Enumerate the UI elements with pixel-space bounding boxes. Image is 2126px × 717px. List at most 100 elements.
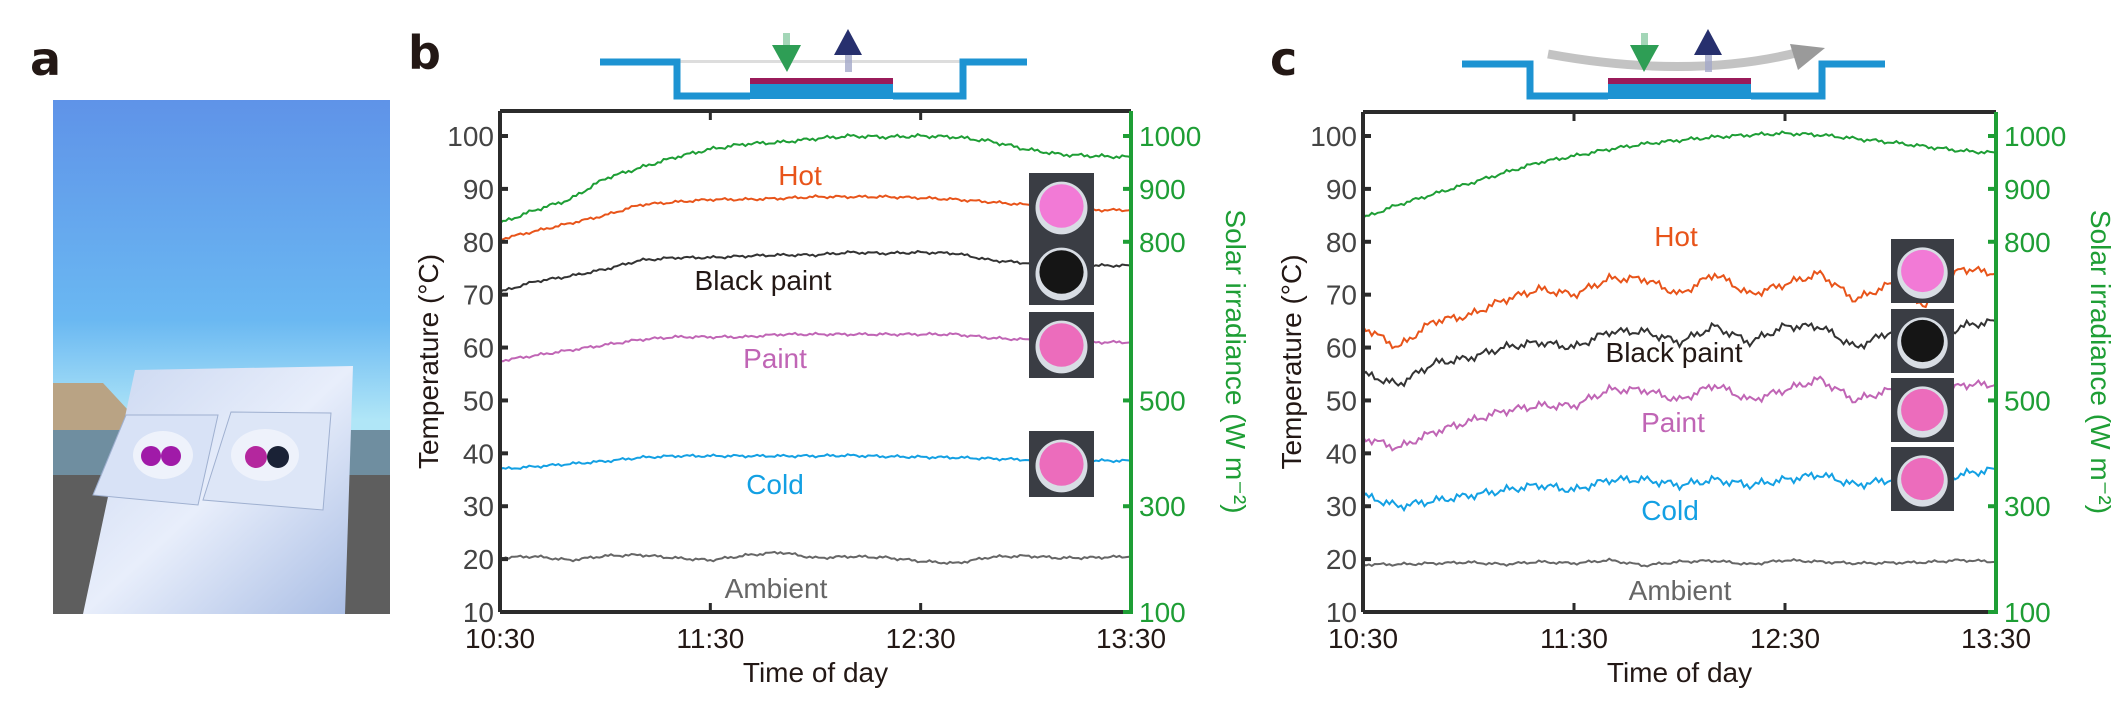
series-line-black-paint [499,249,1132,294]
series-label-cold: Cold [746,469,804,500]
sample-inset-photo [1029,239,1094,305]
black-sample-disc [1901,319,1944,363]
sample-coating [1608,78,1751,84]
y-tick-label: 80 [1326,227,1357,258]
x-tick-label: 11:30 [1540,623,1608,654]
y-tick-label: 50 [463,385,494,416]
y-tick-label: 20 [1326,544,1357,575]
y-tick-label: 10 [1326,597,1357,628]
x-tick-label: 12:30 [886,623,956,654]
y-right-tick-label: 500 [2004,385,2051,416]
y-tick-label: 60 [1326,333,1357,364]
y-right-tick-label: 1000 [1139,121,1201,152]
series-line-black-paint [1362,318,1997,388]
series-label-hot: Hot [1654,221,1698,252]
pink-sample-disc [1039,442,1084,486]
y-right-tick-label: 300 [1139,491,1186,522]
sample-disc [161,446,181,466]
panel-a-letter: a [30,32,62,86]
y-tick-label: 100 [447,121,494,152]
y-right-tick-label: 800 [1139,227,1186,258]
setup-diagram-c [1462,29,1885,100]
pink-sample-disc [1901,388,1944,432]
y-axis-title: Temperature (°C) [1276,254,1307,469]
y-tick-label: 100 [1310,121,1357,152]
sample-disc [141,446,161,466]
series-label-ambient: Ambient [725,573,828,604]
series-line-hot [499,194,1132,241]
series-line-paint [499,331,1132,363]
arrow-down-icon [1630,33,1659,72]
series-label-black-paint: Black paint [695,265,832,296]
x-tick-label: 11:30 [676,623,744,654]
y-tick-label: 40 [1326,438,1357,469]
y-axis-right-title: Solar irradiance (W m⁻²) [1220,209,1251,513]
y-axis-right-title: Solar irradiance (W m⁻²) [2085,210,2116,514]
black-sample-disc [1039,250,1084,294]
sample-inset-photo [1029,312,1094,378]
black-paint-disc [267,446,289,468]
chart-c: Hot Black paint Paint Cold Ambient 10 20 30 40 50… [1276,110,2116,688]
panel-b-letter: b [408,26,441,80]
sample-inset-photo [1891,378,1954,442]
x-axis-title: Time of day [1607,657,1752,688]
series-label-paint: Paint [743,343,807,374]
arrow-down-icon [772,33,801,72]
series-line-solar [1362,130,1997,219]
setup-diagram-b [600,29,1027,100]
sample-substrate [750,84,893,99]
sample-coating [750,78,893,84]
series-line-ambient [1362,557,1997,568]
sample-disc [245,446,267,468]
y-right-tick-label: 900 [1139,174,1186,205]
arrow-up-icon [1694,29,1722,72]
y-tick-label: 80 [463,227,494,258]
series-line-cold [1362,466,1997,513]
y-tick-label: 50 [1326,385,1357,416]
y-right-tick-label: 100 [1139,597,1186,628]
sample-inset-photo [1891,447,1954,511]
y-right-tick-label: 1000 [2004,121,2066,152]
y-right-tick-label: 500 [1139,385,1186,416]
y-right-tick-label: 300 [2004,491,2051,522]
sample-inset-photo [1029,431,1094,497]
x-axis-title: Time of day [743,657,888,688]
x-tick-label: 10:30 [1328,623,1398,654]
y-tick-label: 60 [463,333,494,364]
y-tick-label: 10 [463,597,494,628]
y-tick-label: 90 [1326,174,1357,205]
arrow-up-icon [834,29,862,72]
pink-sample-disc [1039,323,1084,367]
enclosure [1462,60,1885,100]
x-tick-label: 10:30 [465,623,535,654]
y-tick-label: 30 [1326,491,1357,522]
series-line-paint [1362,375,1997,452]
cover-film [655,60,971,63]
pink-sample-disc [1039,184,1084,228]
pink-sample-disc [1901,457,1944,501]
series-line-solar [499,132,1132,225]
x-tick-label: 12:30 [1750,623,1820,654]
x-tick-label: 13:30 [1096,623,1166,654]
enclosure [600,58,1027,100]
x-tick-label: 13:30 [1961,623,2031,654]
series-label-black-paint: Black paint [1606,337,1743,368]
y-tick-label: 30 [463,491,494,522]
chart-b: Hot Black paint Paint Cold Ambient 10 20 30 40 50… [413,109,1251,688]
series-line-cold [499,453,1132,471]
sample-substrate [1608,84,1751,99]
convection-arrow-icon [1547,47,1802,71]
y-tick-label: 70 [1326,280,1357,311]
rooftop-photo [53,100,390,614]
series-label-paint: Paint [1641,407,1705,438]
y-right-tick-label: 100 [2004,597,2051,628]
series-label-cold: Cold [1641,495,1699,526]
series-line-hot [1362,265,1997,350]
y-tick-label: 20 [463,544,494,575]
convection-arrowhead-icon [1790,44,1825,70]
panel-c-letter: c [1270,32,1298,86]
series-label-hot: Hot [778,160,822,191]
y-axis-title: Temperature (°C) [413,254,444,469]
series-line-ambient [499,550,1132,566]
